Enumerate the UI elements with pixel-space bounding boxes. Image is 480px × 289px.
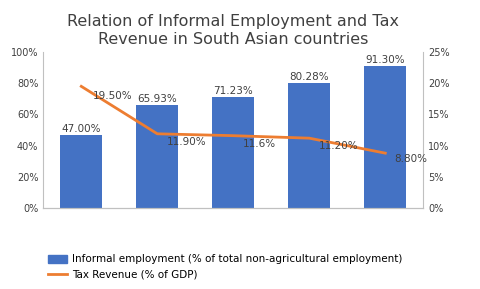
Tax Revenue (% of GDP) <box>78 85 84 88</box>
Text: 19.50%: 19.50% <box>93 91 132 101</box>
Title: Relation of Informal Employment and Tax
Revenue in South Asian countries: Relation of Informal Employment and Tax … <box>67 14 398 47</box>
Text: 47.00%: 47.00% <box>61 124 101 134</box>
Text: 8.80%: 8.80% <box>394 154 427 164</box>
Bar <box>60 135 102 208</box>
Text: 91.30%: 91.30% <box>365 55 404 65</box>
Text: 11.6%: 11.6% <box>242 139 275 149</box>
Tax Revenue (% of GDP) <box>306 136 312 140</box>
Tax Revenue (% of GDP) <box>154 132 160 136</box>
Bar <box>136 105 178 208</box>
Text: 80.28%: 80.28% <box>289 72 328 82</box>
Tax Revenue (% of GDP) <box>382 151 387 155</box>
Bar <box>212 97 253 208</box>
Bar <box>364 66 405 208</box>
Tax Revenue (% of GDP) <box>230 134 236 137</box>
Legend: Informal employment (% of total non-agricultural employment), Tax Revenue (% of : Informal employment (% of total non-agri… <box>44 250 406 284</box>
Bar <box>288 83 329 208</box>
Text: 11.90%: 11.90% <box>166 137 205 147</box>
Text: 71.23%: 71.23% <box>213 86 252 96</box>
Text: 11.20%: 11.20% <box>318 141 357 151</box>
Line: Tax Revenue (% of GDP): Tax Revenue (% of GDP) <box>81 86 384 153</box>
Text: 65.93%: 65.93% <box>137 95 177 104</box>
